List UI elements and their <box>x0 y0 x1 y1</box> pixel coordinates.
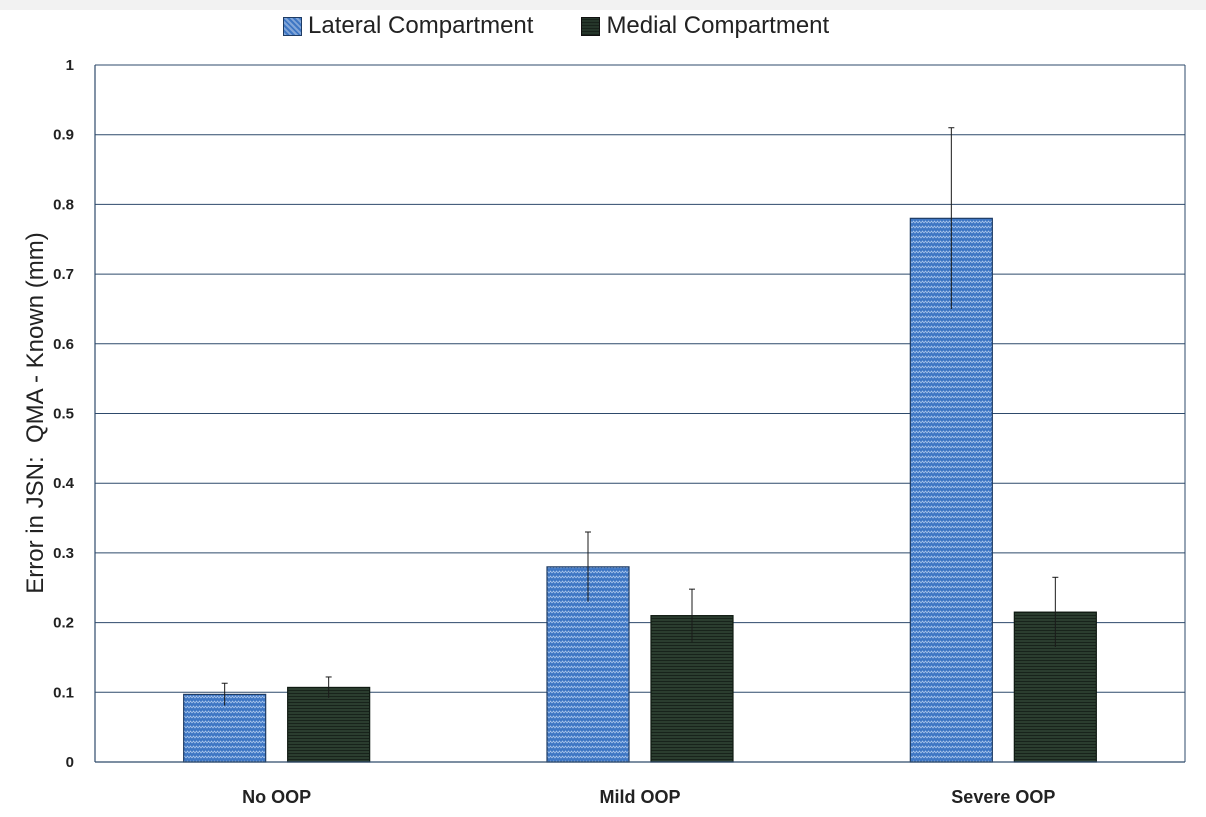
legend-label-medial: Medial Compartment <box>606 12 830 39</box>
axis-layer <box>94 65 1186 763</box>
y-tick-label: 0.7 <box>53 266 74 283</box>
legend-label-lateral: Lateral Compartment <box>308 12 534 39</box>
legend-swatch-lateral <box>283 16 302 36</box>
bar-layer <box>183 217 1097 763</box>
y-tick-label: 0.5 <box>53 406 74 423</box>
y-tick-label: 0.3 <box>53 545 74 562</box>
x-tick-label: Mild OOP <box>600 787 681 807</box>
y-tick-label: 0.4 <box>53 475 75 492</box>
bar-lateral <box>183 693 267 763</box>
legend-swatch-medial <box>581 16 601 36</box>
top-strip <box>0 0 1206 10</box>
y-tick-label: 0 <box>66 754 74 771</box>
legend-item-lateral: Lateral Compartment <box>283 12 533 40</box>
error-layer <box>221 127 1059 706</box>
y-tick-label: 0.2 <box>53 615 74 632</box>
y-tick-label: 1 <box>66 57 74 74</box>
y-tick-label: 0.1 <box>53 684 74 701</box>
bar-medial <box>287 686 371 763</box>
label-layer: 0 0.1 0.2 0.3 0.4 0.5 0.6 0.7 0.8 0.9 1 No OOP Mild … <box>53 57 1055 807</box>
y-tick-label: 0.8 <box>53 196 74 213</box>
y-tick-label: 0.9 <box>53 127 74 144</box>
x-tick-label: No OOP <box>242 787 311 807</box>
x-tick-label: Severe OOP <box>951 787 1055 807</box>
legend: Lateral Compartment Medial Compartment <box>283 10 829 42</box>
grid-layer <box>95 64 1185 693</box>
y-tick-label: 0.6 <box>53 336 74 353</box>
legend-item-medial: Medial Compartment <box>581 12 829 40</box>
